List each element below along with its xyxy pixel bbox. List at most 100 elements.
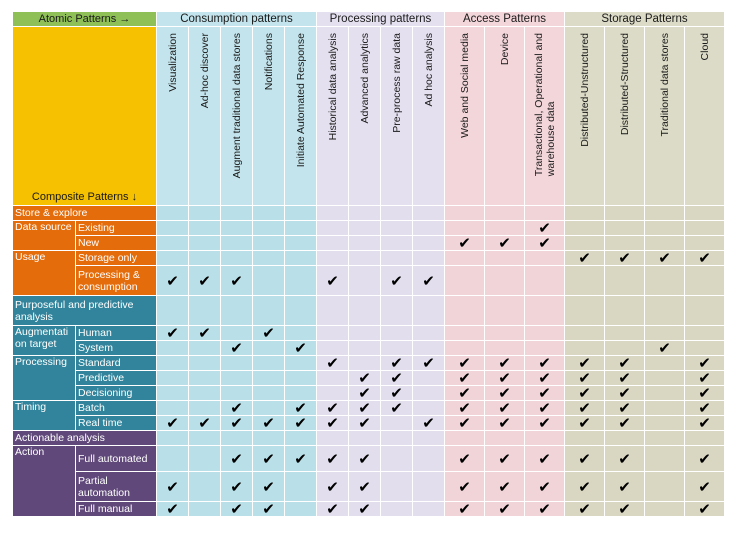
matrix-cell: ✔ xyxy=(189,266,220,295)
matrix-cell xyxy=(381,206,412,220)
matrix-cell: ✔ xyxy=(485,356,524,370)
matrix-cell: ✔ xyxy=(685,446,724,471)
matrix-cell xyxy=(189,236,220,250)
row-subcategory: Predictive xyxy=(76,371,156,385)
matrix-cell: ✔ xyxy=(565,356,604,370)
matrix-cell xyxy=(189,221,220,235)
check-mark-icon: ✔ xyxy=(458,356,471,370)
pattern-matrix: Atomic Patterns → Consumption patterns Pro… xyxy=(12,11,725,517)
check-mark-icon: ✔ xyxy=(538,386,551,400)
row-category: Usage xyxy=(13,251,75,295)
matrix-cell xyxy=(253,341,284,355)
check-mark-icon: ✔ xyxy=(262,416,275,430)
matrix-cell xyxy=(605,221,644,235)
matrix-cell xyxy=(445,431,484,445)
matrix-cell xyxy=(221,431,252,445)
matrix-cell: ✔ xyxy=(349,472,380,501)
matrix-cell: ✔ xyxy=(317,266,348,295)
column-header: Transactional, Operational and warehouse… xyxy=(525,27,564,205)
column-header-label: Visualization xyxy=(166,33,179,92)
row-subcategory: Partial automation xyxy=(76,472,156,501)
matrix-cell: ✔ xyxy=(605,401,644,415)
matrix-cell xyxy=(685,266,724,295)
matrix-cell: ✔ xyxy=(605,371,644,385)
matrix-cell: ✔ xyxy=(685,251,724,265)
matrix-cell xyxy=(445,251,484,265)
matrix-cell: ✔ xyxy=(685,416,724,430)
check-mark-icon: ✔ xyxy=(458,401,471,415)
check-mark-icon: ✔ xyxy=(458,449,471,468)
matrix-cell: ✔ xyxy=(445,236,484,250)
matrix-cell: ✔ xyxy=(157,326,188,340)
matrix-cell xyxy=(645,416,684,430)
matrix-cell: ✔ xyxy=(525,371,564,385)
column-header-label: Distributed-Structured xyxy=(618,33,631,136)
matrix-cell: ✔ xyxy=(349,502,380,516)
row-category: Augmentati on target xyxy=(13,326,75,355)
check-mark-icon: ✔ xyxy=(498,371,511,385)
matrix-cell xyxy=(157,341,188,355)
column-header: Distributed-Structured xyxy=(605,27,644,205)
matrix-cell: ✔ xyxy=(525,472,564,501)
matrix-cell xyxy=(485,221,524,235)
check-mark-icon: ✔ xyxy=(230,341,243,355)
check-mark-icon: ✔ xyxy=(618,416,631,430)
matrix-cell: ✔ xyxy=(221,401,252,415)
row-subcategory: Standard xyxy=(76,356,156,370)
matrix-row: Processing Standard ✔ ✔ ✔ ✔ ✔ ✔ ✔ ✔ ✔ xyxy=(13,356,724,400)
matrix-cell xyxy=(485,296,524,325)
matrix-row: Store & explore xyxy=(13,206,724,220)
check-mark-icon: ✔ xyxy=(326,449,339,468)
matrix-cell xyxy=(349,341,380,355)
column-header-label: Augment traditional data stores xyxy=(230,33,243,179)
check-mark-icon: ✔ xyxy=(422,271,435,290)
matrix-cell xyxy=(525,341,564,355)
column-header: Cloud xyxy=(685,27,724,205)
check-mark-icon: ✔ xyxy=(658,251,671,265)
matrix-cell: ✔ xyxy=(349,401,380,415)
matrix-cell: ✔ xyxy=(285,341,316,355)
check-mark-icon: ✔ xyxy=(698,356,711,370)
matrix-cell xyxy=(485,251,524,265)
matrix-cell xyxy=(253,251,284,265)
matrix-cell: ✔ xyxy=(317,502,348,516)
check-mark-icon: ✔ xyxy=(578,477,591,496)
matrix-cell xyxy=(253,206,284,220)
matrix-cell: ✔ xyxy=(253,502,284,516)
matrix-cell xyxy=(685,326,724,340)
check-mark-icon: ✔ xyxy=(458,386,471,400)
matrix-cell xyxy=(381,416,412,430)
matrix-cell xyxy=(445,206,484,220)
matrix-cell: ✔ xyxy=(413,266,444,295)
check-mark-icon: ✔ xyxy=(618,449,631,468)
matrix-cell xyxy=(221,386,252,400)
matrix-cell xyxy=(285,472,316,501)
matrix-cell: ✔ xyxy=(253,446,284,471)
matrix-cell xyxy=(645,326,684,340)
matrix-cell xyxy=(317,326,348,340)
matrix-cell: ✔ xyxy=(317,472,348,501)
matrix-cell xyxy=(645,296,684,325)
matrix-cell xyxy=(349,356,380,370)
matrix-cell: ✔ xyxy=(253,472,284,501)
matrix-cell xyxy=(189,472,220,501)
matrix-cell xyxy=(445,341,484,355)
matrix-cell: ✔ xyxy=(349,446,380,471)
check-mark-icon: ✔ xyxy=(498,356,511,370)
matrix-cell: ✔ xyxy=(565,251,604,265)
matrix-cell xyxy=(565,266,604,295)
check-mark-icon: ✔ xyxy=(358,386,371,400)
column-header-label: Ad hoc analysis xyxy=(422,33,435,107)
matrix-cell xyxy=(685,206,724,220)
matrix-cell xyxy=(221,251,252,265)
check-mark-icon: ✔ xyxy=(538,371,551,385)
matrix-cell: ✔ xyxy=(645,341,684,355)
matrix-cell: ✔ xyxy=(685,356,724,370)
check-mark-icon: ✔ xyxy=(166,477,179,496)
check-mark-icon: ✔ xyxy=(294,449,307,468)
matrix-cell: ✔ xyxy=(381,371,412,385)
check-mark-icon: ✔ xyxy=(458,477,471,496)
column-header: Web and Social media xyxy=(445,27,484,205)
matrix-cell: ✔ xyxy=(189,416,220,430)
matrix-cell xyxy=(381,236,412,250)
